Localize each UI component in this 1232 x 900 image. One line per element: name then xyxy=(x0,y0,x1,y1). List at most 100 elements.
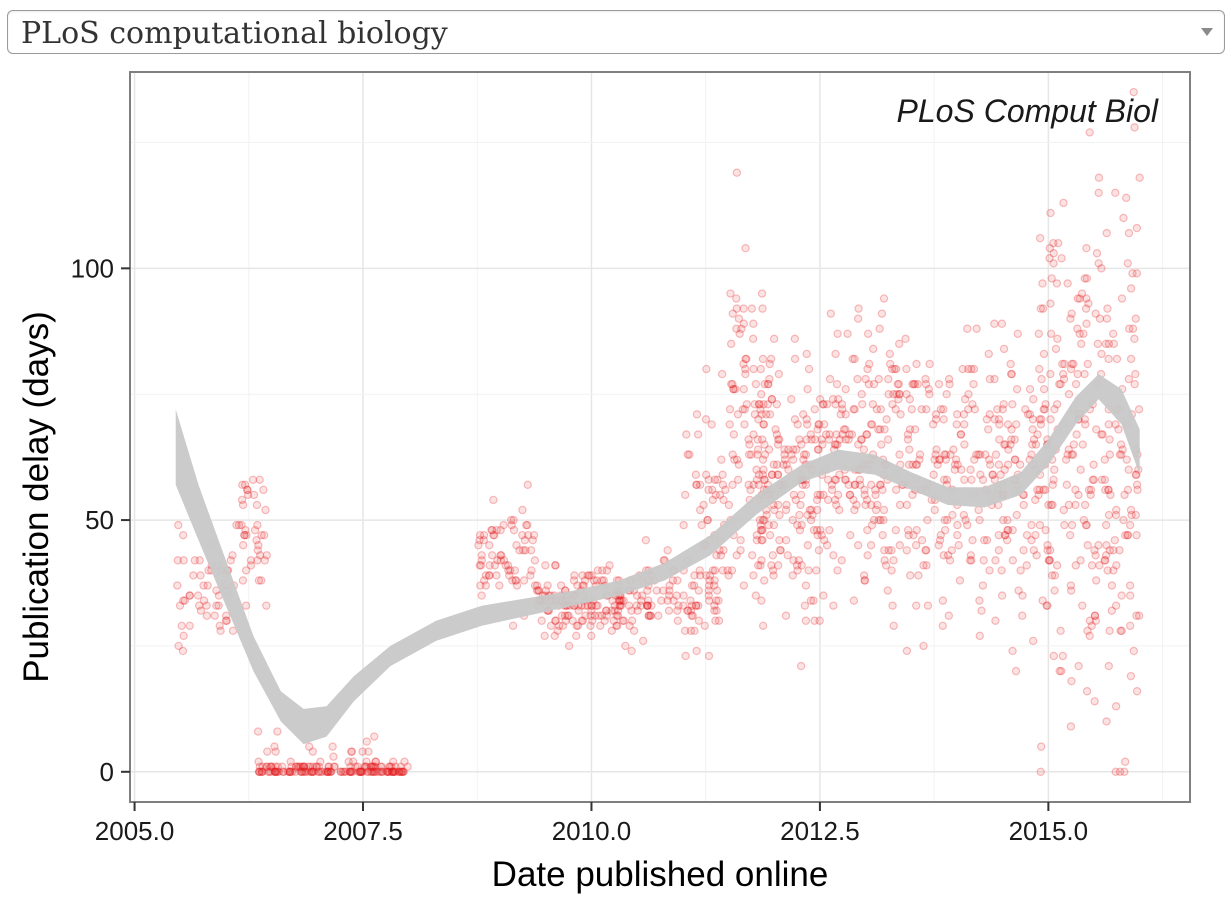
scatter-point xyxy=(376,767,385,776)
scatter-point xyxy=(738,405,748,414)
scatter-point xyxy=(1073,294,1083,303)
scatter-point xyxy=(1124,228,1134,238)
scatter-point xyxy=(773,435,783,444)
journal-select[interactable]: PLoS computational biology xyxy=(7,10,1225,54)
scatter-point xyxy=(790,354,800,364)
scatter-point xyxy=(959,410,969,419)
scatter-point xyxy=(657,596,666,605)
scatter-point xyxy=(234,520,244,530)
scatter-point xyxy=(1109,339,1118,349)
scatter-point xyxy=(560,611,570,620)
scatter-point xyxy=(1105,626,1114,636)
scatter-point xyxy=(1075,329,1084,338)
scatter-point xyxy=(988,470,997,479)
scatter-point xyxy=(643,601,652,610)
scatter-point xyxy=(1028,440,1037,449)
scatter-point xyxy=(707,420,716,429)
scatter-point xyxy=(324,762,333,771)
y-tick-label: 100 xyxy=(71,253,114,283)
scatter-point xyxy=(1132,530,1141,540)
scatter-point xyxy=(1102,717,1111,726)
scatter-point xyxy=(806,596,816,605)
scatter-point xyxy=(1110,536,1120,545)
scatter-point xyxy=(257,530,266,540)
scatter-point xyxy=(714,616,724,625)
scatter-point xyxy=(873,500,882,510)
scatter-point xyxy=(363,767,372,776)
scatter-point xyxy=(949,445,958,454)
scatter-point xyxy=(214,601,223,610)
scatter-point xyxy=(862,430,871,439)
scatter-point xyxy=(921,379,931,389)
scatter-point xyxy=(1100,556,1109,565)
scatter-point xyxy=(356,767,366,776)
scatter-point xyxy=(550,631,559,641)
scatter-point xyxy=(756,561,765,570)
scatter-point xyxy=(830,475,840,484)
scatter-point xyxy=(773,561,783,570)
y-tick-label: 0 xyxy=(100,757,114,787)
scatter-point xyxy=(266,762,275,771)
scatter-point xyxy=(1089,460,1098,469)
scatter-point xyxy=(1034,490,1043,500)
scatter-point xyxy=(1126,505,1136,515)
scatter-point xyxy=(369,767,378,776)
scatter-point xyxy=(780,455,790,464)
scatter-point xyxy=(316,757,325,766)
scatter-point xyxy=(346,767,355,776)
scatter-point xyxy=(570,571,579,580)
scatter-point xyxy=(979,556,988,565)
scatter-point xyxy=(875,324,884,333)
scatter-point xyxy=(1011,455,1020,464)
scatter-point xyxy=(1041,525,1050,535)
scatter-point xyxy=(960,475,969,484)
scatter-point xyxy=(691,470,701,479)
scatter-point xyxy=(911,460,921,469)
scatter-point xyxy=(518,530,527,540)
scatter-point xyxy=(668,576,678,585)
scatter-point xyxy=(1031,530,1040,540)
scatter-point xyxy=(718,470,727,479)
scatter-point xyxy=(388,757,398,766)
scatter-point xyxy=(990,415,999,424)
scatter-point xyxy=(945,379,954,389)
scatter-point xyxy=(854,304,863,313)
scatter-point xyxy=(964,405,973,414)
scatter-point xyxy=(758,525,767,535)
scatter-point xyxy=(583,571,592,580)
scatter-point xyxy=(1123,530,1132,540)
scatter-point xyxy=(970,455,979,464)
scatter-point xyxy=(177,621,186,630)
chevron-down-icon[interactable] xyxy=(1201,28,1213,36)
scatter-point xyxy=(816,525,825,535)
scatter-point xyxy=(479,536,489,545)
scatter-point xyxy=(372,767,381,776)
scatter-point xyxy=(819,591,828,600)
scatter-point xyxy=(541,586,551,595)
scatter-point xyxy=(978,475,988,484)
scatter-point xyxy=(732,304,741,313)
scatter-point xyxy=(1111,767,1120,776)
scatter-point xyxy=(740,420,749,429)
scatter-point xyxy=(1124,374,1134,384)
scatter-point xyxy=(1050,586,1059,595)
scatter-point xyxy=(817,435,826,444)
scatter-point xyxy=(238,500,248,510)
scatter-point xyxy=(267,762,276,771)
scatter-point xyxy=(742,400,751,409)
scatter-point xyxy=(1064,390,1074,399)
scatter-point xyxy=(893,379,902,389)
scatter-point xyxy=(862,495,872,505)
scatter-point xyxy=(398,767,408,776)
scatter-point xyxy=(278,762,287,771)
scatter-point xyxy=(812,566,821,575)
scatter-point xyxy=(1059,505,1068,515)
scatter-point xyxy=(179,631,188,641)
scatter-point xyxy=(806,515,816,525)
scatter-point xyxy=(742,354,751,364)
scatter-point xyxy=(1000,530,1010,540)
scatter-point xyxy=(262,762,272,771)
scatter-point xyxy=(262,762,271,771)
scatter-point xyxy=(757,596,766,605)
scatter-point xyxy=(758,470,768,479)
